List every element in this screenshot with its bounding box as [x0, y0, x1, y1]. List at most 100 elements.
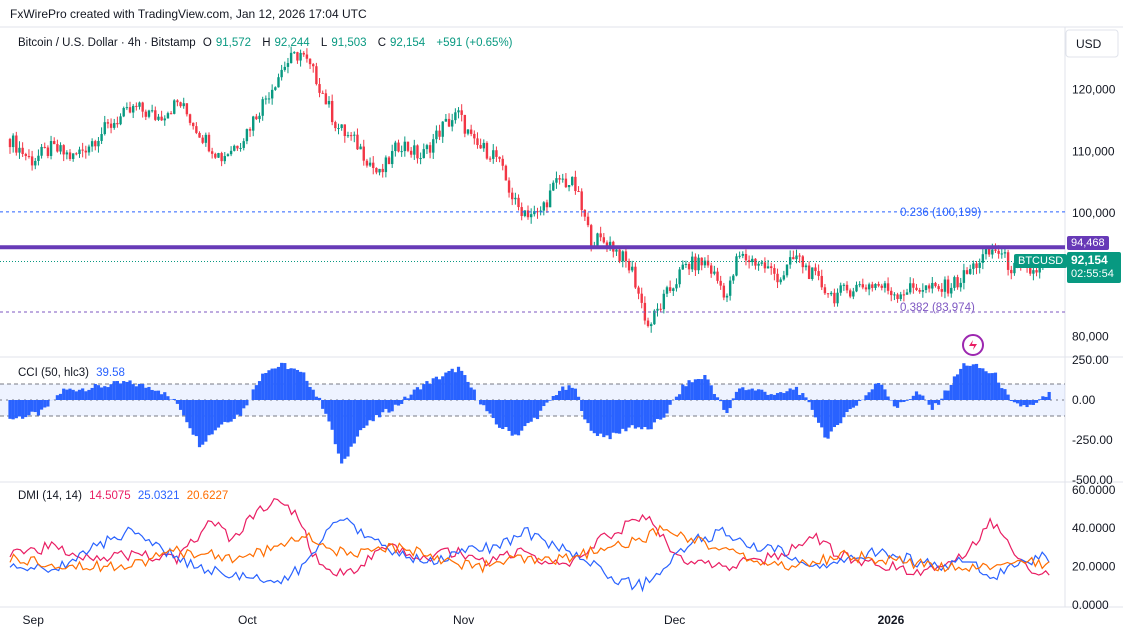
watermark-header: FxWirePro created with TradingView.com, … [10, 7, 367, 21]
cci-bar [848, 400, 852, 410]
candle-body [653, 310, 656, 325]
candle-body [631, 266, 634, 271]
candle-body [59, 145, 62, 152]
cci-bar [374, 400, 378, 415]
cci-bar [238, 400, 243, 416]
price-tick-label: 110,000 [1072, 144, 1115, 158]
tradingview-spark-icon[interactable] [960, 332, 986, 358]
candle-body [176, 100, 179, 103]
candle-body [536, 211, 539, 213]
cci-bar [674, 396, 679, 400]
candle-body [169, 113, 173, 115]
cci-bar [993, 372, 998, 400]
cci-tick-label: -250.00 [1072, 433, 1113, 447]
cci-bar [311, 389, 315, 400]
candle-body [337, 128, 340, 130]
cci-bar [678, 394, 682, 400]
cci-bar [839, 400, 843, 424]
candle-body [511, 192, 514, 200]
candle-body [697, 257, 700, 271]
cci-bar [409, 394, 413, 400]
cci-bar [794, 386, 799, 400]
candle-body [934, 282, 937, 287]
cci-bar [321, 400, 325, 409]
candle-body [43, 146, 46, 148]
candle-body [438, 130, 441, 137]
candle-body [135, 105, 138, 107]
candle-body [261, 99, 264, 116]
candle-body [965, 270, 969, 274]
candle-body [220, 153, 223, 162]
candle-body [703, 260, 707, 266]
cci-bar [987, 373, 991, 400]
candle-body [94, 141, 97, 147]
candle-body [533, 211, 536, 215]
candle-body [8, 139, 12, 148]
cci-bar [763, 391, 767, 400]
candle-body [728, 280, 732, 296]
candle-body [763, 262, 767, 269]
cci-bar [974, 363, 979, 400]
cci-bar [1025, 400, 1029, 408]
cci-bar [892, 400, 897, 407]
cci-bar [712, 394, 716, 400]
candle-body [962, 270, 966, 283]
cci-bar [295, 369, 300, 400]
cci-bar [990, 373, 994, 400]
cci-bar [406, 398, 410, 400]
candle-body [984, 248, 988, 255]
candle-body [880, 285, 883, 288]
candle-body [845, 284, 849, 291]
cci-bar [30, 400, 34, 412]
candle-body [1003, 252, 1007, 254]
cci-bar [362, 400, 366, 429]
cci-bar [450, 368, 454, 400]
cci-bar [804, 397, 808, 400]
cci-bar [497, 400, 502, 428]
cci-bar [289, 368, 293, 400]
price-axis: 80,00090,000100,000110,000120,000250.000… [1065, 29, 1119, 612]
candle-body [65, 152, 69, 155]
cci-bar [557, 390, 562, 400]
cci-bar [940, 398, 944, 400]
cci-bar [182, 400, 186, 416]
cci-bar [298, 371, 303, 400]
cci-bar [959, 368, 963, 400]
cci-bar [343, 400, 347, 459]
candle-body [921, 290, 925, 292]
cci-bar [921, 395, 925, 400]
cci-bar [118, 383, 123, 400]
cci-bar [813, 400, 818, 418]
candle-body [441, 121, 444, 137]
candle-body [665, 287, 669, 294]
candle-body [596, 233, 599, 246]
currency-button[interactable]: USD [1076, 37, 1102, 51]
cci-bar [911, 395, 915, 400]
cci-bar [832, 400, 836, 428]
cci-bar [1038, 399, 1042, 400]
cci-bar [62, 388, 66, 400]
cci-bar [77, 389, 82, 400]
cci-tick-label: -500.00 [1072, 473, 1113, 487]
cci-bar [1019, 400, 1023, 407]
cci-bar [229, 400, 233, 422]
candle-body [687, 263, 691, 270]
candle-body [97, 140, 100, 147]
candle-body [492, 150, 495, 159]
candle-body [188, 114, 192, 123]
cci-bar [918, 394, 922, 400]
candle-body [210, 151, 214, 154]
candle-body [602, 237, 606, 243]
cci-bar [210, 400, 214, 435]
candle-body [514, 197, 517, 200]
cci-bar [479, 400, 483, 405]
dmi-minus-value: 25.0321 [137, 490, 180, 502]
candle-body [56, 144, 59, 152]
cci-bar [194, 400, 198, 437]
cci-bar [775, 393, 780, 400]
cci-bar [472, 389, 476, 400]
candle-body [119, 116, 122, 125]
candle-body [681, 264, 684, 270]
candle-body [53, 141, 56, 145]
